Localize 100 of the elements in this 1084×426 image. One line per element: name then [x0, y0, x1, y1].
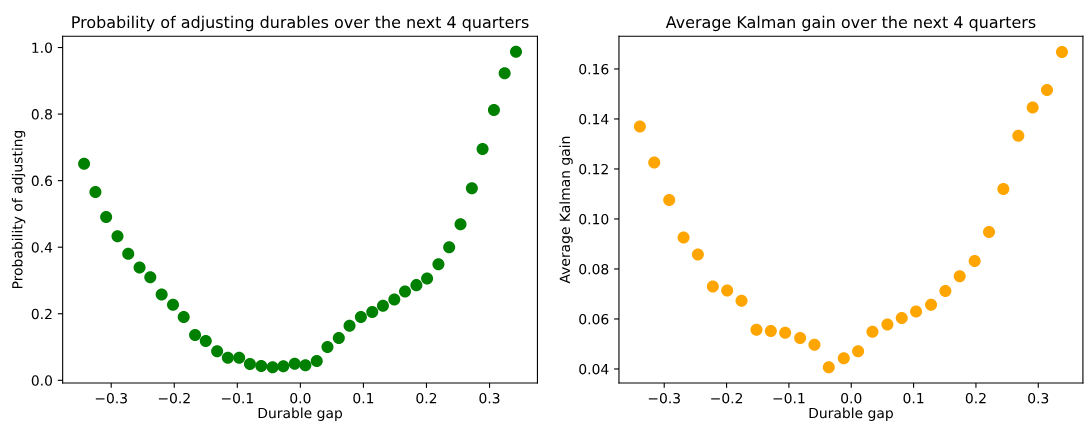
point [410, 279, 423, 292]
y-tick-label: 0.14 [579, 113, 609, 125]
x-tick-label: 0.1 [353, 392, 374, 404]
point [895, 311, 908, 324]
point [166, 298, 180, 311]
point [354, 311, 367, 324]
point [211, 345, 224, 358]
x-axis-title: Durable gap [809, 407, 893, 421]
point [953, 270, 966, 283]
x-tick-label: 0.2 [416, 392, 437, 404]
x-tick-label: 0.0 [290, 392, 311, 404]
point [144, 271, 157, 284]
point [721, 284, 734, 297]
y-tick-label: 0.2 [31, 308, 52, 320]
point [454, 218, 467, 231]
x-tick-label: 0.3 [1028, 392, 1049, 404]
y-tick-label: 0.12 [579, 163, 608, 175]
x-tick-label: −0.2 [158, 392, 190, 404]
point [465, 182, 478, 195]
point [997, 182, 1010, 195]
point [1026, 101, 1039, 114]
point [288, 357, 301, 370]
point [983, 225, 996, 238]
point [925, 298, 938, 311]
y-tick-label: 0.4 [31, 242, 53, 253]
point [89, 185, 102, 198]
point [177, 311, 190, 324]
x-tick-label: 0.1 [903, 392, 924, 404]
point [343, 319, 356, 332]
point [432, 258, 445, 271]
point [1012, 129, 1025, 142]
point [321, 341, 334, 354]
point [221, 351, 234, 364]
point [266, 361, 279, 374]
point [881, 318, 894, 331]
point [189, 329, 202, 342]
point [243, 357, 256, 371]
point [808, 338, 821, 351]
x-tick-label: −0.3 [95, 392, 127, 404]
point [968, 254, 981, 267]
point [852, 345, 865, 358]
point [399, 285, 412, 298]
y-tick-label: 1.0 [32, 42, 53, 53]
chart-title: Average Kalman gain over the next 4 quarters [665, 15, 1036, 32]
point [155, 288, 168, 301]
point [366, 306, 379, 319]
point [122, 247, 135, 260]
point [299, 359, 312, 372]
x-tick-label: −0.1 [221, 392, 253, 404]
point [388, 293, 401, 306]
point [939, 284, 952, 297]
y-tick-label: 0.04 [579, 363, 609, 375]
point [764, 324, 777, 337]
point [735, 294, 748, 307]
x-tick-label: −0.3 [648, 392, 680, 404]
point [376, 299, 389, 312]
point [443, 241, 456, 254]
x-tick-label: −0.2 [711, 392, 743, 404]
point [691, 248, 704, 261]
point [663, 193, 676, 206]
point [1055, 45, 1068, 58]
point [633, 120, 646, 133]
x-tick-label: 0.3 [479, 392, 500, 404]
point [706, 280, 719, 293]
y-tick-label: 0.16 [579, 63, 609, 75]
point [199, 335, 212, 348]
point [277, 360, 290, 373]
y-tick-label: 0.06 [579, 313, 609, 325]
point [779, 326, 792, 339]
x-tick-label: 0.0 [841, 392, 862, 404]
point [750, 323, 763, 336]
y-tick-label: 0.08 [579, 263, 609, 275]
point [822, 361, 835, 374]
point [111, 230, 124, 243]
chart-title: Probability of adjusting durables over the next 4 quarters [72, 15, 529, 32]
point [78, 157, 91, 170]
x-tick-label: −0.1 [773, 392, 805, 404]
point [510, 45, 523, 58]
x-axis-title: Durable gap [258, 407, 343, 421]
y-tick-label: 0.0 [31, 375, 53, 386]
point [1040, 83, 1054, 96]
x-tick-label: 0.2 [965, 392, 986, 404]
point [648, 156, 661, 169]
point [310, 355, 323, 368]
point [421, 272, 434, 285]
point [487, 104, 500, 117]
point [476, 143, 489, 156]
point [332, 332, 345, 345]
y-axis-title: Average Kalman gain [559, 136, 573, 284]
point [677, 231, 690, 244]
point [866, 325, 879, 338]
y-tick-label: 0.10 [579, 213, 609, 225]
point [255, 359, 268, 373]
point [100, 210, 113, 223]
point [837, 352, 850, 365]
point [233, 351, 246, 364]
point [133, 261, 146, 274]
point [910, 305, 923, 318]
point [794, 331, 807, 344]
y-axis-title: Probability of adjusting [11, 130, 26, 289]
